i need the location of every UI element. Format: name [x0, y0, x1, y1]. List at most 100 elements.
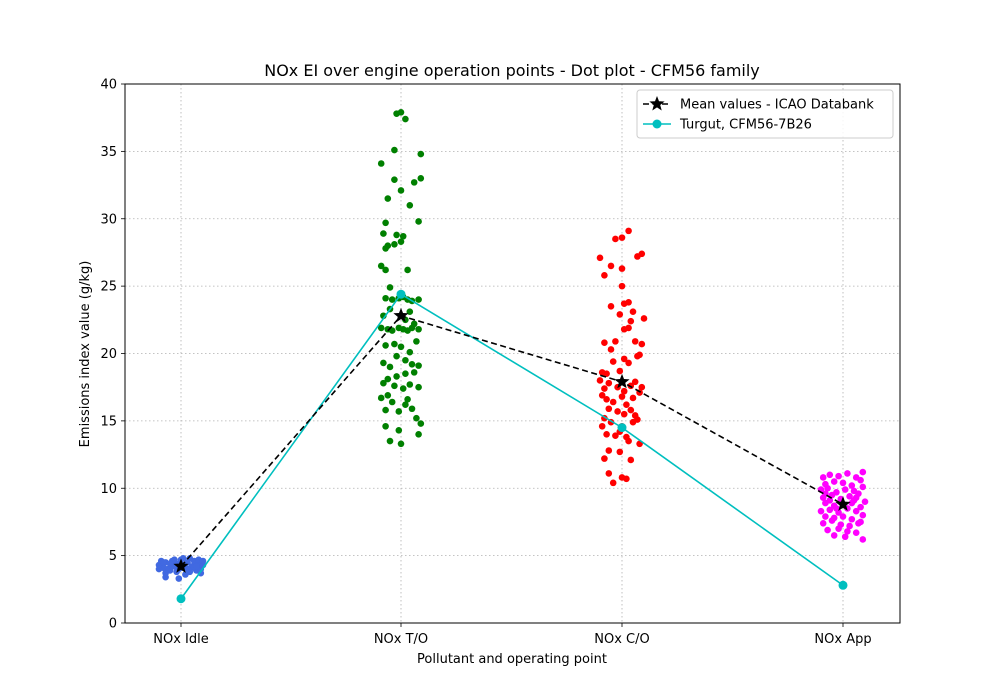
data-dot — [413, 414, 420, 422]
data-dot — [384, 195, 392, 202]
x-tick-label: NOx T/O — [374, 632, 428, 647]
data-dot — [380, 230, 387, 237]
data-dot — [388, 296, 396, 303]
y-tick-label: 35 — [100, 145, 117, 160]
axes: 0 5 10 15 20 25 30 35 40 NOx Idle NOx T/O NOx C/O NO… — [100, 78, 901, 647]
data-dot — [410, 320, 418, 328]
data-dot — [380, 379, 387, 387]
data-dot — [620, 355, 628, 363]
series-line — [180, 314, 844, 567]
data-dot — [386, 437, 394, 445]
data-dot — [618, 393, 626, 400]
data-dot — [640, 315, 648, 322]
data-dot — [399, 232, 407, 240]
series-line — [180, 293, 844, 600]
data-dot — [857, 503, 864, 511]
data-dot — [822, 513, 829, 520]
data-dot — [391, 146, 398, 154]
data-dot — [826, 471, 834, 479]
data-dot — [830, 532, 838, 539]
data-dot — [377, 262, 385, 270]
data-dot — [171, 556, 178, 563]
data-dot — [819, 474, 827, 481]
data-dot — [391, 340, 398, 348]
legend: Mean values - ICAO Databank Turgut, CFM56… — [636, 89, 894, 139]
data-dot — [402, 356, 409, 364]
data-dot — [616, 448, 624, 456]
data-dot — [377, 160, 385, 167]
data-dot — [607, 346, 615, 353]
plot-frame — [124, 83, 901, 624]
data-dot — [614, 408, 621, 415]
data-dot — [399, 385, 407, 392]
data-dot — [623, 475, 630, 483]
y-axis-title: Emissions index value (g/kg) — [78, 261, 93, 448]
data-dot — [852, 529, 860, 537]
dot-scatter-layer — [155, 108, 869, 582]
data-dot — [846, 522, 853, 530]
data-dot — [402, 370, 409, 378]
data-dot — [603, 396, 610, 403]
data-dot — [397, 108, 405, 116]
data-dot — [828, 517, 836, 524]
data-dot — [417, 175, 425, 182]
data-dot — [393, 373, 400, 380]
data-dot — [415, 296, 422, 303]
data-dot — [393, 352, 400, 360]
data-dot — [861, 498, 869, 506]
data-dot — [415, 383, 422, 391]
data-dot — [417, 420, 425, 427]
data-dot — [404, 266, 411, 274]
data-dot — [410, 179, 418, 186]
data-dot — [395, 427, 403, 434]
data-dot — [410, 369, 418, 376]
data-dot — [620, 410, 628, 418]
data-dot — [601, 455, 608, 462]
data-dot — [397, 187, 405, 194]
x-tick-label: NOx Idle — [153, 632, 208, 647]
data-dot — [609, 358, 617, 365]
data-dot — [819, 519, 827, 527]
data-dot — [623, 401, 630, 409]
data-dot — [603, 431, 610, 438]
data-dot — [199, 557, 207, 565]
series-marker-circle — [176, 594, 186, 604]
data-dot — [402, 401, 409, 409]
data-dot — [627, 456, 635, 464]
data-dot — [391, 176, 398, 183]
data-dot — [859, 511, 867, 519]
data-dot — [193, 563, 200, 570]
data-dot — [859, 483, 867, 491]
data-dot — [382, 219, 389, 227]
data-dot — [397, 238, 405, 245]
series-marker-star — [393, 307, 409, 323]
data-dot — [393, 231, 400, 239]
data-dot — [406, 348, 414, 356]
data-dot — [824, 526, 831, 534]
y-tick-label: 25 — [100, 280, 117, 295]
data-dot — [395, 408, 403, 415]
data-dot — [598, 391, 606, 399]
series-marker-star — [614, 373, 630, 389]
legend-label: Mean values - ICAO Databank — [680, 98, 874, 113]
data-dot — [627, 406, 635, 414]
data-dot — [835, 472, 842, 480]
data-dot — [605, 405, 613, 413]
data-dot — [846, 493, 853, 500]
data-dot — [835, 525, 842, 532]
data-dot — [625, 359, 632, 367]
data-dot — [415, 325, 422, 333]
data-dot — [625, 324, 632, 332]
data-dot — [397, 343, 405, 351]
data-dot — [625, 437, 632, 445]
data-dot — [848, 515, 856, 523]
legend-box — [636, 89, 894, 139]
data-dot — [406, 381, 414, 388]
data-dot — [844, 470, 851, 477]
data-dot — [852, 507, 860, 515]
data-dot — [631, 338, 639, 345]
y-tick-label: 0 — [109, 617, 117, 632]
data-dot — [616, 367, 624, 375]
